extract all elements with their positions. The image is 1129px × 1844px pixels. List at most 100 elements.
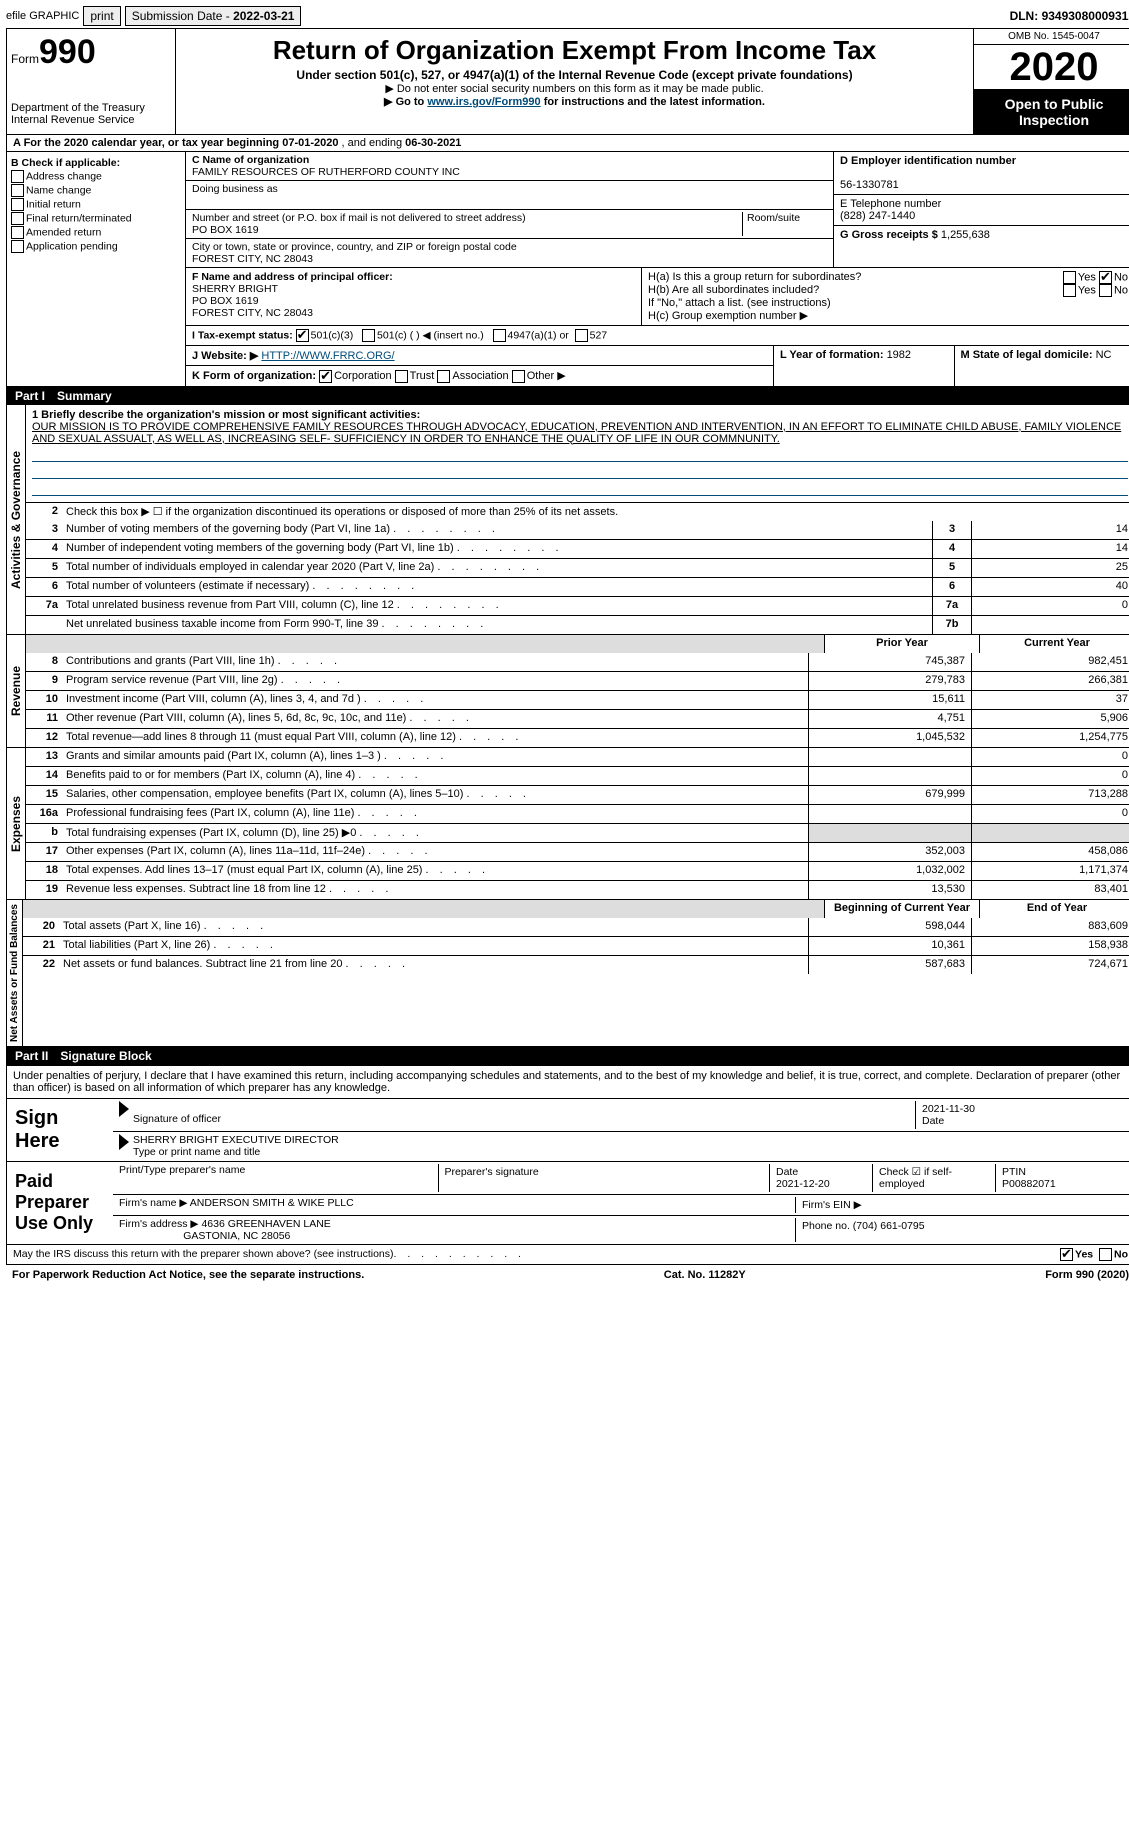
table-row: 9Program service revenue (Part VIII, lin… [26,671,1129,690]
cb-address-change[interactable] [11,170,24,183]
dln: DLN: 93493080009312 [1010,9,1129,23]
perjury-declaration: Under penalties of perjury, I declare th… [7,1066,1129,1099]
side-activities: Activities & Governance [7,405,26,634]
preparer-date: 2021-12-20 [776,1178,830,1190]
table-row: 6Total number of volunteers (estimate if… [26,577,1129,596]
efile-label: efile GRAPHIC [6,10,79,22]
side-revenue: Revenue [7,635,26,747]
omb-number: OMB No. 1545-0047 [974,29,1129,45]
instructions-link[interactable]: www.irs.gov/Form990 [427,96,540,108]
table-row: 16aProfessional fundraising fees (Part I… [26,804,1129,823]
ptin: P00882071 [1002,1178,1056,1190]
cb-ha-no[interactable] [1099,271,1112,284]
form-header: Form990 Department of the Treasury Inter… [7,29,1129,135]
cb-amended[interactable] [11,226,24,239]
col-jk: J Website: ▶ HTTP://WWW.FRRC.ORG/ K Form… [186,346,773,386]
print-button[interactable]: print [83,6,120,26]
table-row: 12Total revenue—add lines 8 through 11 (… [26,728,1129,747]
cb-hb-yes[interactable] [1063,284,1076,297]
officer-printed-name: SHERRY BRIGHT EXECUTIVE DIRECTOR [133,1134,339,1146]
goto-note: ▶ Go to www.irs.gov/Form990 for instruct… [184,95,965,108]
org-city: FOREST CITY, NC 28043 [192,253,313,265]
firm-phone: (704) 661-0795 [853,1220,925,1232]
officer-name: SHERRY BRIGHT [192,283,278,295]
org-name: FAMILY RESOURCES OF RUTHERFORD COUNTY IN… [192,166,460,178]
cb-name-change[interactable] [11,184,24,197]
cb-501c3[interactable] [296,329,309,342]
cb-4947[interactable] [493,329,506,342]
table-row: 8Contributions and grants (Part VIII, li… [26,653,1129,671]
submission-date: Submission Date - 2022-03-21 [125,6,302,26]
cb-discuss-yes[interactable] [1060,1248,1073,1261]
form-ref: Form 990 (2020) [1045,1269,1129,1281]
cb-trust[interactable] [395,370,408,383]
cb-assoc[interactable] [437,370,450,383]
cb-other[interactable] [512,370,525,383]
discuss-question: May the IRS discuss this return with the… [13,1248,394,1261]
table-row: 11Other revenue (Part VIII, column (A), … [26,709,1129,728]
cb-initial-return[interactable] [11,198,24,211]
table-row: 20Total assets (Part X, line 16) . . . .… [23,918,1129,936]
section-b-m: B Check if applicable: Address change Na… [7,152,1129,387]
col-de: D Employer identification number56-13307… [833,152,1129,267]
cb-app-pending[interactable] [11,240,24,253]
table-row: 13Grants and similar amounts paid (Part … [26,748,1129,766]
table-row: Net unrelated business taxable income fr… [26,615,1129,634]
gross-receipts: 1,255,638 [941,229,990,241]
table-row: 19Revenue less expenses. Subtract line 1… [26,880,1129,899]
table-row: bTotal fundraising expenses (Part IX, co… [26,823,1129,842]
table-row: 17Other expenses (Part IX, column (A), l… [26,842,1129,861]
ein: 56-1330781 [840,179,899,191]
cb-corp[interactable] [319,370,332,383]
col-cm: C Name of organizationFAMILY RESOURCES O… [186,152,1129,386]
part-i-exp: Expenses 13Grants and similar amounts pa… [7,748,1129,900]
cb-501c[interactable] [362,329,375,342]
cb-hb-no[interactable] [1099,284,1112,297]
firm-name: ANDERSON SMITH & WIKE PLLC [190,1197,354,1209]
part-ii-header: Part IISignature Block [7,1047,1129,1065]
open-to-public: Open to Public Inspection [974,90,1129,134]
table-row: 10Investment income (Part VIII, column (… [26,690,1129,709]
ssn-note: ▶ Do not enter social security numbers o… [184,82,965,95]
header-left: Form990 Department of the Treasury Inter… [7,29,176,134]
arrow-icon [119,1101,129,1117]
col-lm: L Year of formation: 1982 M State of leg… [773,346,1129,386]
table-row: 18Total expenses. Add lines 13–17 (must … [26,861,1129,880]
col-f: F Name and address of principal officer:… [186,268,641,325]
form-number: 990 [39,33,96,71]
part-i-header: Part ISummary [7,387,1129,405]
tax-year: 2020 [974,45,1129,90]
form-subtitle: Under section 501(c), 527, or 4947(a)(1)… [184,68,965,82]
dept-label: Department of the Treasury Internal Reve… [11,102,171,126]
website-link[interactable]: HTTP://WWW.FRRC.ORG/ [261,350,394,362]
firm-addr: 4636 GREENHAVEN LANE [201,1218,330,1230]
table-row: 15Salaries, other compensation, employee… [26,785,1129,804]
phone: (828) 247-1440 [840,210,915,222]
table-row: 21Total liabilities (Part X, line 26) . … [23,936,1129,955]
sign-here-label: Sign Here [7,1099,113,1161]
page-footer: For Paperwork Reduction Act Notice, see … [6,1265,1129,1285]
mission-text: OUR MISSION IS TO PROVIDE COMPREHENSIVE … [32,421,1128,445]
table-row: 7aTotal unrelated business revenue from … [26,596,1129,615]
state-domicile: NC [1096,349,1112,361]
table-row: 4Number of independent voting members of… [26,539,1129,558]
cb-final-return[interactable] [11,212,24,225]
table-row: 22Net assets or fund balances. Subtract … [23,955,1129,974]
cb-ha-yes[interactable] [1063,271,1076,284]
paid-preparer-label: Paid Preparer Use Only [7,1162,113,1244]
line-a: A For the 2020 calendar year, or tax yea… [7,135,1129,152]
cb-527[interactable] [575,329,588,342]
self-employed-check: Check ☑ if self-employed [872,1164,995,1192]
line-1: 1 Briefly describe the organization's mi… [26,405,1129,502]
line-i: I Tax-exempt status: 501(c)(3) 501(c) ( … [186,326,1129,345]
col-b: B Check if applicable: Address change Na… [7,152,186,386]
form-container: Form990 Department of the Treasury Inter… [6,28,1129,1066]
table-row: 3Number of voting members of the governi… [26,521,1129,539]
col-c: C Name of organizationFAMILY RESOURCES O… [186,152,833,267]
part-i-ag: Activities & Governance 1 Briefly descri… [7,405,1129,635]
sign-date: 2021-11-30 [922,1103,975,1115]
cb-discuss-no[interactable] [1099,1248,1112,1261]
top-bar: efile GRAPHIC print Submission Date - 20… [6,6,1129,26]
signature-block: Under penalties of perjury, I declare th… [6,1066,1129,1265]
header-right: OMB No. 1545-0047 2020 Open to Public In… [973,29,1129,134]
